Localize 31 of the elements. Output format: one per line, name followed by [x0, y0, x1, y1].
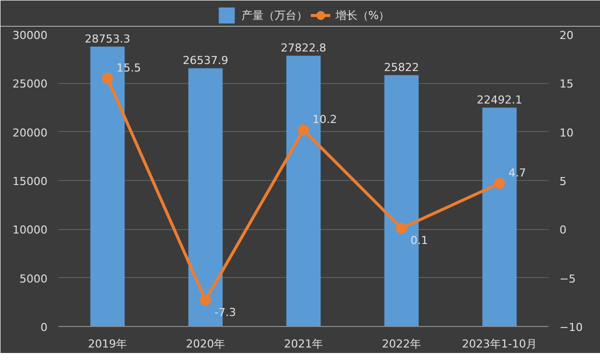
x-tick-label: 2020年	[186, 338, 226, 350]
y-tick-label: 10000	[12, 224, 48, 237]
point	[396, 222, 407, 234]
y-tick-label: 15000	[12, 175, 48, 188]
data-label: 26537.9	[182, 54, 228, 68]
point	[102, 72, 113, 84]
data-label: 28753.3	[84, 32, 130, 46]
x-tick-label: 2019年	[88, 338, 128, 350]
data-label: 22492.1	[476, 94, 522, 107]
y-tick-label: 25000	[12, 78, 48, 91]
y2-tick-label: 5	[560, 175, 566, 188]
y2-tick-label: −10	[560, 321, 583, 334]
point	[200, 294, 211, 306]
point	[298, 124, 309, 136]
y-tick-label: 5000	[20, 272, 48, 286]
x-tick-label: 2023年1-10月	[462, 338, 537, 350]
x-tick-label: 2022年	[382, 338, 422, 350]
data-label: 25822	[384, 61, 420, 74]
y2-tick-label: −5	[560, 272, 576, 286]
y2-tick-label: 0	[560, 224, 566, 237]
point	[494, 178, 505, 189]
y-tick-label: 20000	[12, 126, 48, 140]
y2-tick-label: 15	[560, 78, 574, 91]
legend-label: 产量（万台）	[241, 8, 308, 22]
legend-label: 增长（%）	[335, 8, 390, 22]
y-tick-label: 30000	[12, 29, 48, 42]
x-tick-label: 2021年	[284, 338, 324, 350]
y-tick-label: 0	[40, 321, 48, 334]
y2-tick-label: 10	[560, 126, 574, 140]
y2-tick-label: 20	[560, 29, 574, 42]
data-label: 27822.8	[280, 42, 326, 55]
